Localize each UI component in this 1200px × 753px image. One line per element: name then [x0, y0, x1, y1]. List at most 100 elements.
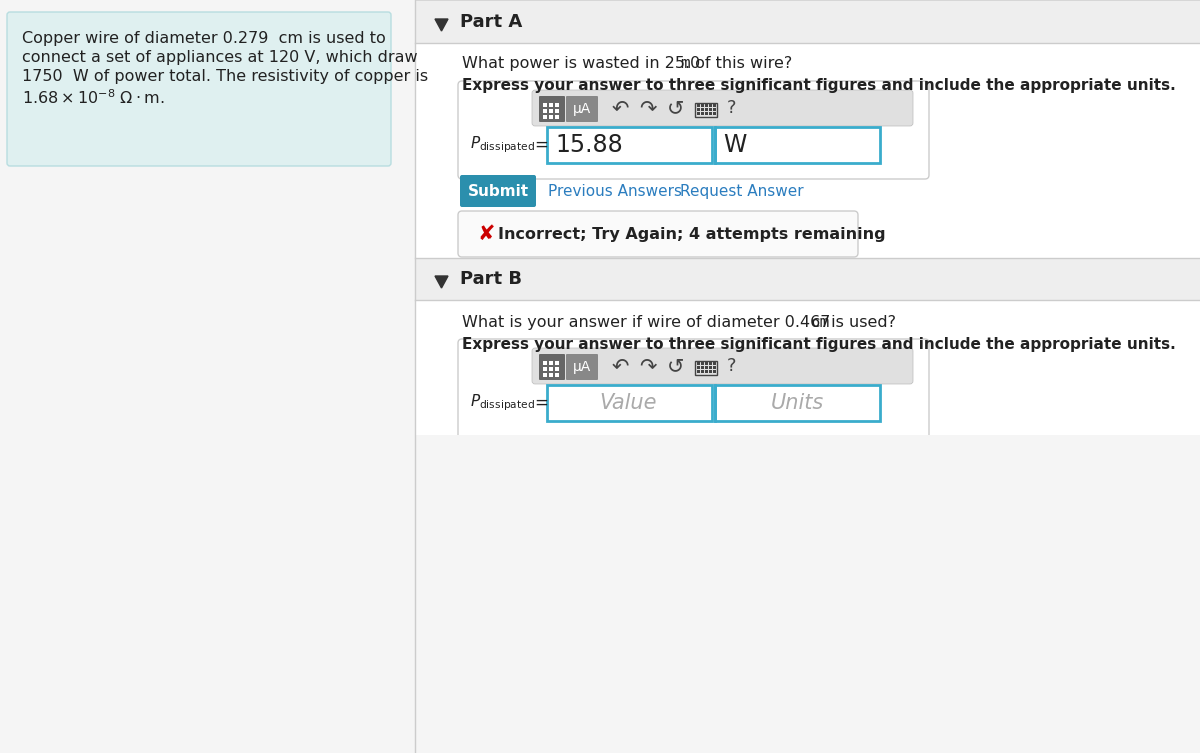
Text: ↺: ↺	[667, 356, 685, 376]
Text: ↺: ↺	[667, 98, 685, 118]
FancyBboxPatch shape	[458, 81, 929, 179]
Text: Express your answer to three significant figures and include the appropriate uni: Express your answer to three significant…	[462, 337, 1176, 352]
Bar	[706, 112, 708, 115]
Bar	[713, 108, 716, 111]
Bar	[415, 0, 1200, 43]
Bar	[697, 112, 700, 115]
Bar	[554, 373, 559, 377]
Text: of this wire?: of this wire?	[690, 56, 792, 71]
Text: μA: μA	[572, 360, 592, 374]
FancyBboxPatch shape	[532, 348, 913, 384]
FancyBboxPatch shape	[566, 96, 598, 122]
FancyBboxPatch shape	[539, 96, 565, 122]
Bar	[713, 112, 716, 115]
Bar	[706, 366, 708, 369]
Bar	[415, 258, 1200, 300]
Text: Request Answer: Request Answer	[680, 184, 804, 199]
Bar	[697, 108, 700, 111]
FancyBboxPatch shape	[458, 211, 858, 257]
Text: ↶: ↶	[611, 98, 629, 118]
Text: is used?: is used?	[826, 315, 896, 330]
Bar	[701, 370, 704, 373]
Text: Value: Value	[599, 393, 656, 413]
Bar	[709, 366, 712, 369]
Bar	[697, 370, 700, 373]
Bar	[709, 112, 712, 115]
Bar	[701, 112, 704, 115]
Bar	[701, 104, 704, 107]
Text: 1750  W of power total. The resistivity of copper is: 1750 W of power total. The resistivity o…	[22, 69, 428, 84]
Text: Part A: Part A	[460, 13, 522, 31]
Text: W: W	[722, 133, 746, 157]
Bar	[706, 104, 708, 107]
Text: Submit: Submit	[468, 184, 528, 199]
Bar	[554, 109, 559, 113]
Text: Part B: Part B	[460, 270, 522, 288]
Bar	[550, 103, 553, 107]
Text: 15.88: 15.88	[554, 133, 623, 157]
Text: =: =	[534, 394, 548, 412]
Bar	[709, 108, 712, 111]
Bar	[554, 367, 559, 371]
Bar	[550, 373, 553, 377]
Bar	[554, 103, 559, 107]
Text: =: =	[534, 136, 548, 154]
Text: Units: Units	[770, 393, 823, 413]
Bar	[542, 115, 547, 119]
Text: connect a set of appliances at 120 V, which draw: connect a set of appliances at 120 V, wh…	[22, 50, 418, 65]
Bar	[542, 103, 547, 107]
Bar	[542, 109, 547, 113]
FancyBboxPatch shape	[539, 354, 565, 380]
Bar	[542, 367, 547, 371]
Bar	[542, 361, 547, 365]
FancyBboxPatch shape	[566, 354, 598, 380]
Bar	[550, 109, 553, 113]
Text: Incorrect; Try Again; 4 attempts remaining: Incorrect; Try Again; 4 attempts remaini…	[498, 227, 886, 242]
Bar	[715, 127, 880, 163]
Bar	[706, 370, 708, 373]
Bar	[542, 373, 547, 377]
Bar	[554, 361, 559, 365]
Text: What is your answer if wire of diameter 0.467: What is your answer if wire of diameter …	[462, 315, 835, 330]
Text: μA: μA	[572, 102, 592, 116]
Bar	[709, 370, 712, 373]
Text: Previous Answers: Previous Answers	[548, 184, 682, 199]
FancyBboxPatch shape	[7, 12, 391, 166]
Text: What power is wasted in 25.0: What power is wasted in 25.0	[462, 56, 706, 71]
Bar	[550, 367, 553, 371]
Bar	[709, 362, 712, 365]
Bar	[697, 104, 700, 107]
Bar	[547, 127, 712, 163]
Text: $P_{\rm dissipated}$: $P_{\rm dissipated}$	[470, 393, 535, 413]
Bar	[415, 435, 1200, 753]
Bar	[697, 362, 700, 365]
Text: ↷: ↷	[640, 356, 656, 376]
Text: cm: cm	[810, 315, 829, 330]
Bar	[713, 362, 716, 365]
Polygon shape	[436, 19, 448, 31]
FancyBboxPatch shape	[458, 339, 929, 439]
Bar	[713, 370, 716, 373]
Text: ?: ?	[727, 99, 737, 117]
Bar	[697, 366, 700, 369]
Bar	[706, 362, 708, 365]
Bar	[415, 0, 1200, 753]
Bar	[550, 115, 553, 119]
Text: ?: ?	[727, 357, 737, 375]
Bar	[713, 104, 716, 107]
Bar	[701, 108, 704, 111]
Text: $P_{\rm dissipated}$: $P_{\rm dissipated}$	[470, 135, 535, 155]
Bar	[701, 366, 704, 369]
Bar	[547, 385, 712, 421]
Bar	[695, 103, 718, 117]
Bar	[695, 361, 718, 375]
Bar	[550, 361, 553, 365]
Bar	[706, 108, 708, 111]
Polygon shape	[436, 276, 448, 288]
Bar	[709, 104, 712, 107]
FancyBboxPatch shape	[532, 90, 913, 126]
Text: ✘: ✘	[478, 224, 494, 244]
Text: m: m	[680, 56, 690, 71]
Bar	[554, 115, 559, 119]
Text: Express your answer to three significant figures and include the appropriate uni: Express your answer to three significant…	[462, 78, 1176, 93]
